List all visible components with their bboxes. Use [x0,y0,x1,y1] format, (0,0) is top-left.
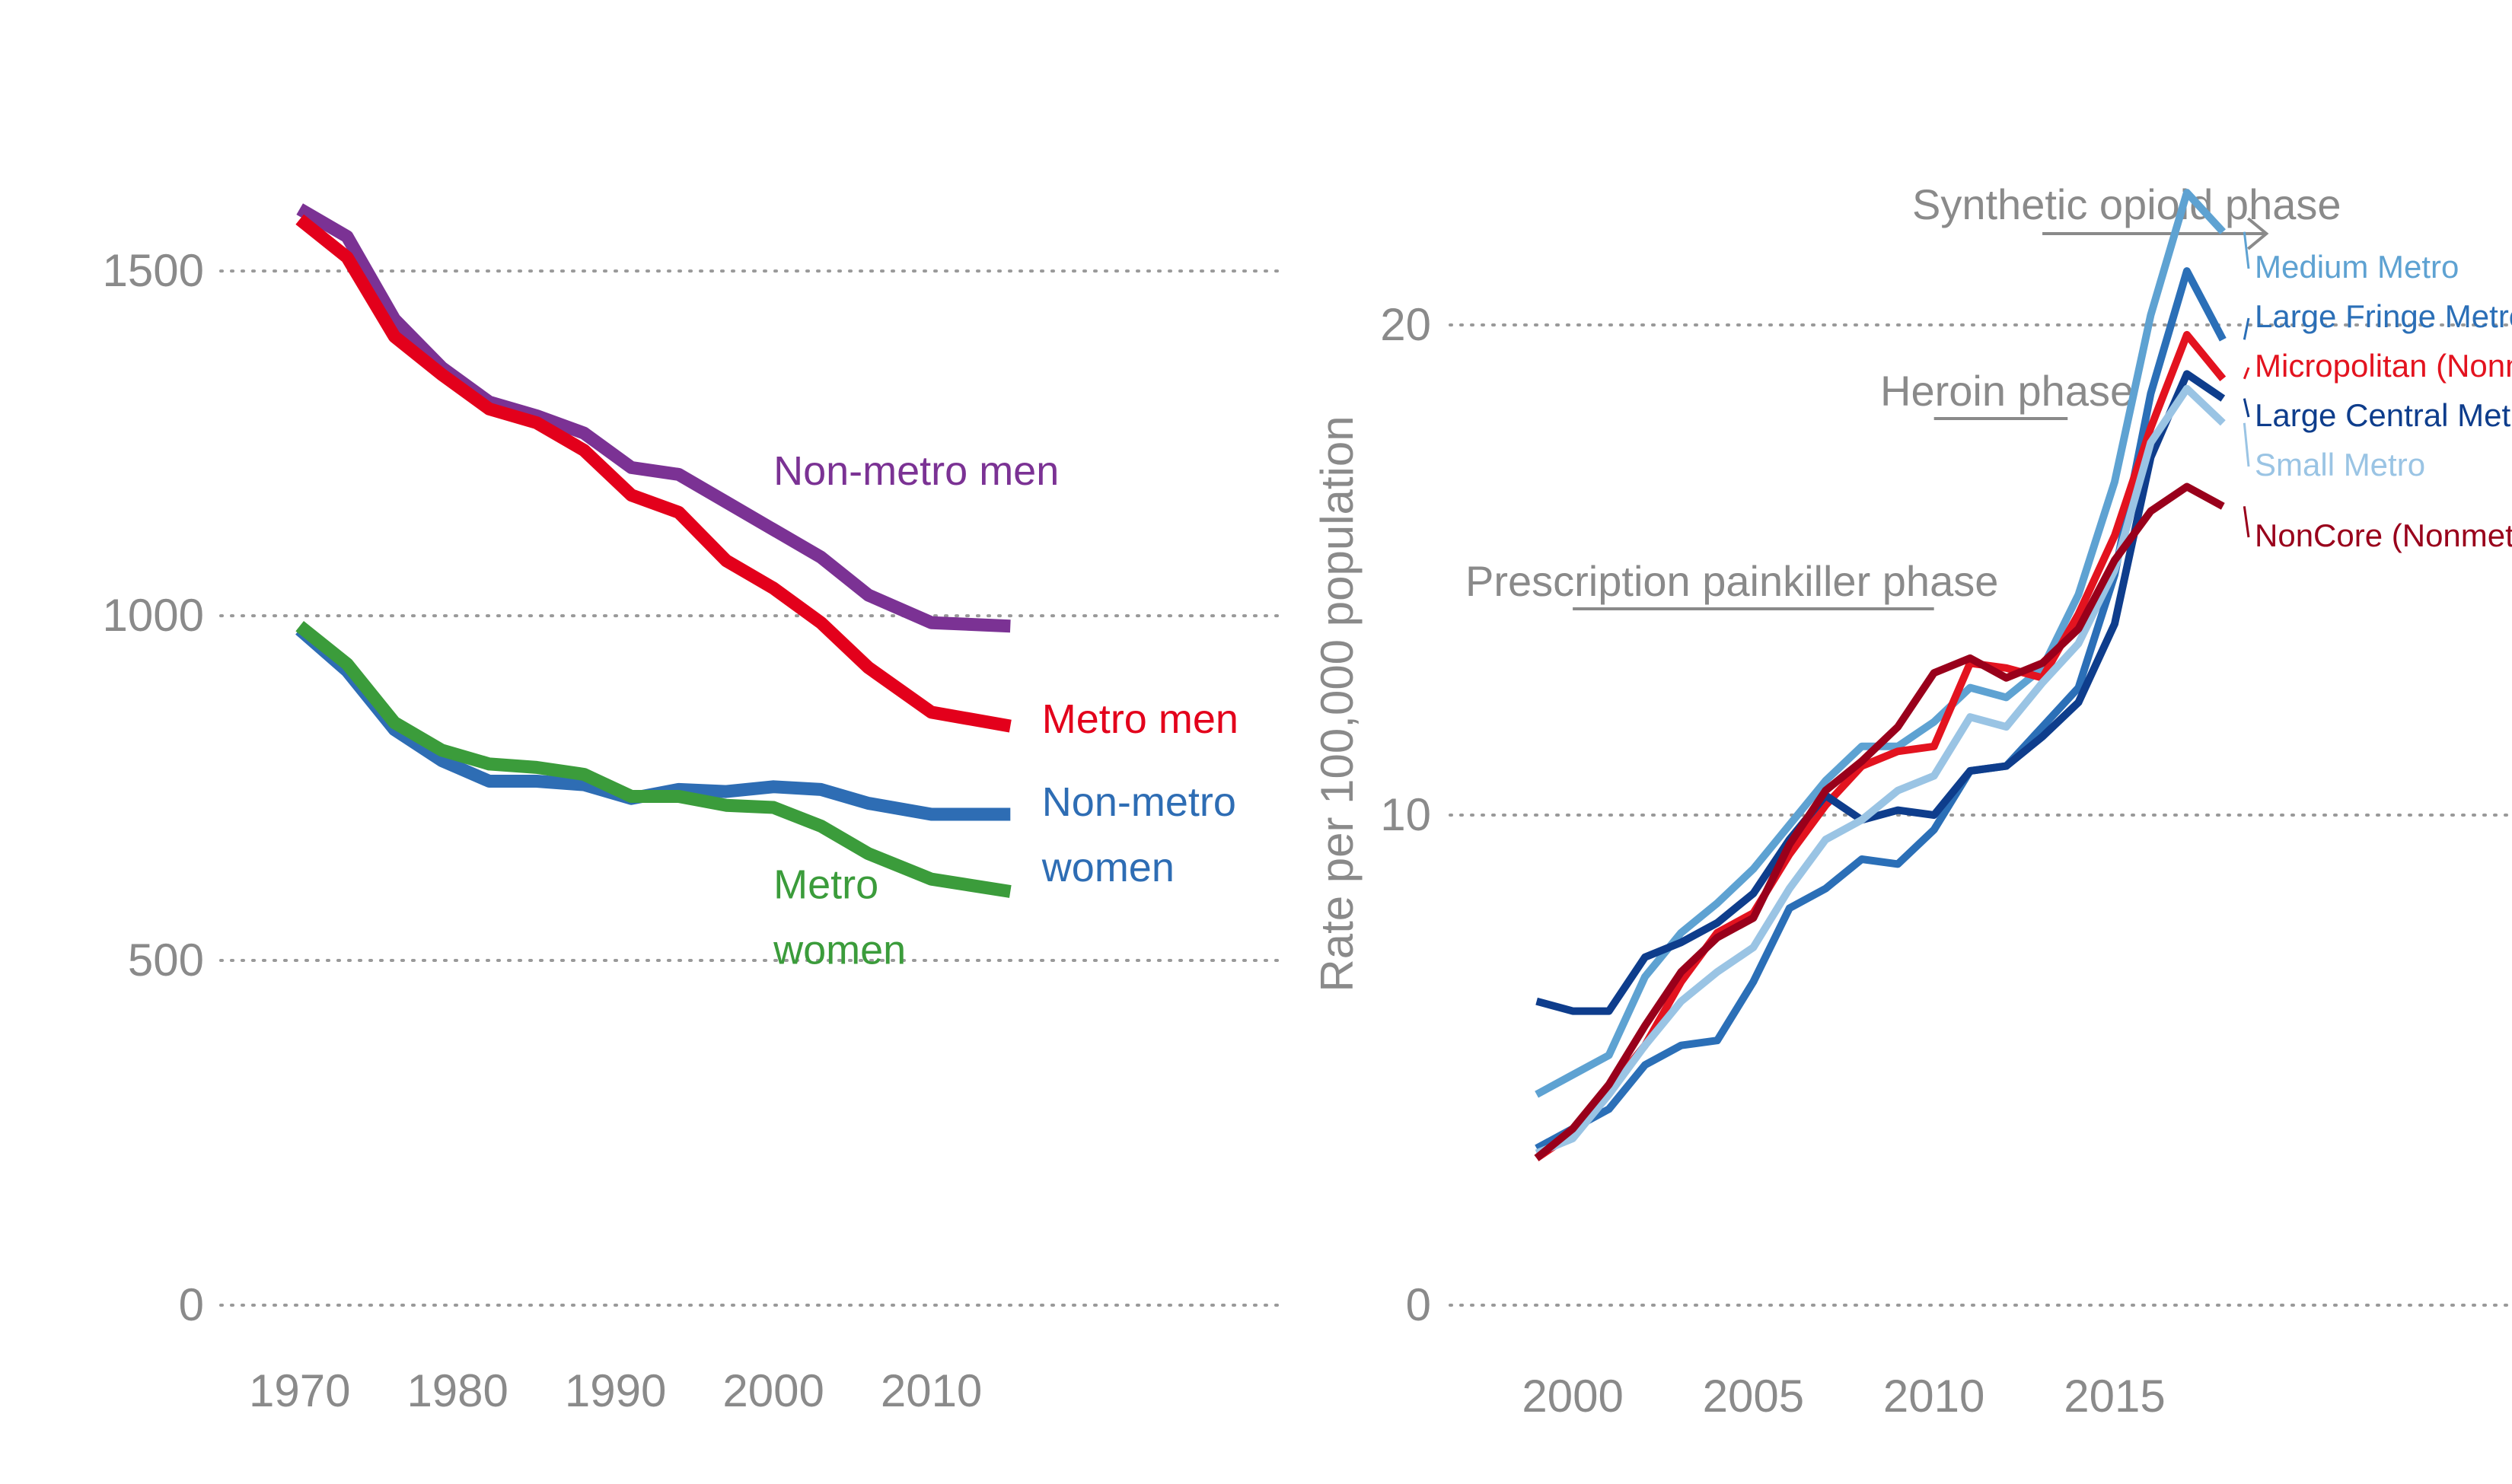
right-series-label-micropolitan-nonmetro: Micropolitan (Nonmetro) [2255,348,2512,384]
left-y-tick-1000: 1000 [103,590,204,641]
left-x-tick-1990: 1990 [565,1365,666,1416]
phase-label-synthetic-opioid-phase: Synthetic opioid phase [1912,180,2341,228]
left-line-chart: 0 500 1000 1500 1970 1980 1990 2000 2010 Non-metr… [103,203,1280,1416]
right-series-line-small-metro [1535,384,2226,1158]
left-series-label-non-metro-men: Non-metro men [773,448,1059,494]
right-x-tick-2015: 2015 [2064,1371,2165,1422]
left-series-label-metro-women: Metro women [773,862,906,973]
right-leader-line-noncore-nonmetro [2243,506,2250,538]
right-x-tick-2005: 2005 [1703,1371,1804,1422]
right-x-tick-2010: 2010 [1883,1371,1984,1422]
left-x-tick-1980: 1980 [406,1365,508,1416]
right-series-line-noncore-nonmetro [1534,482,2225,1161]
right-leader-line-micropolitan-nonmetro [2243,367,2250,380]
phase-label-prescription-painkiller-phase: Prescription painkiller phase [1465,557,1998,605]
right-y-axis-label: Rate per 100,000 population [1312,416,1363,992]
right-line-chart: 0 10 20 2000 2005 2010 2015 Rate per 100,000 po… [1312,180,2512,1422]
left-y-tick-500: 500 [128,935,204,986]
left-series-line-metro-women [295,621,1012,898]
phase-label-heroin-phase: Heroin phase [1880,367,2134,415]
right-series-label-noncore-nonmetro: NonCore (Nonmetro) [2255,517,2512,553]
left-series-label-non-metro-women: Non-metro women [1041,779,1236,890]
left-series-label-metro-men: Metro men [1042,696,1238,742]
right-series-label-medium-metro: Medium Metro [2255,249,2459,285]
left-series-line-metro-men [295,214,1012,733]
right-series-label-large-fringe-metro: Large Fringe Metro [2255,298,2512,334]
phase-arrow-head [2247,217,2269,250]
left-series-line-non-metro-men [296,203,1011,633]
left-x-tick-1970: 1970 [249,1365,350,1416]
right-x-tick-2000: 2000 [1522,1371,1623,1422]
right-series-line-large-fringe-metro [1535,267,2227,1152]
left-x-tick-2010: 2010 [881,1365,982,1416]
right-series-label-large-central-metro: Large Central Metro [2255,397,2512,433]
right-leader-line-large-central-metro [2243,398,2250,418]
left-series-line-non-metro-women [295,624,1011,821]
left-y-tick-1500: 1500 [103,245,204,296]
right-series-line-large-central-metro [1535,370,2226,1015]
right-y-tick-20: 20 [1380,299,1431,350]
right-y-tick-10: 10 [1380,789,1431,840]
right-leader-line-large-fringe-metro [2243,317,2250,340]
left-x-tick-2000: 2000 [722,1365,824,1416]
right-y-tick-0: 0 [1406,1279,1431,1330]
left-y-tick-0: 0 [179,1279,204,1330]
right-series-label-small-metro: Small Metro [2255,447,2425,482]
right-leader-line-medium-metro [2243,231,2250,269]
right-leader-line-small-metro [2243,422,2250,467]
